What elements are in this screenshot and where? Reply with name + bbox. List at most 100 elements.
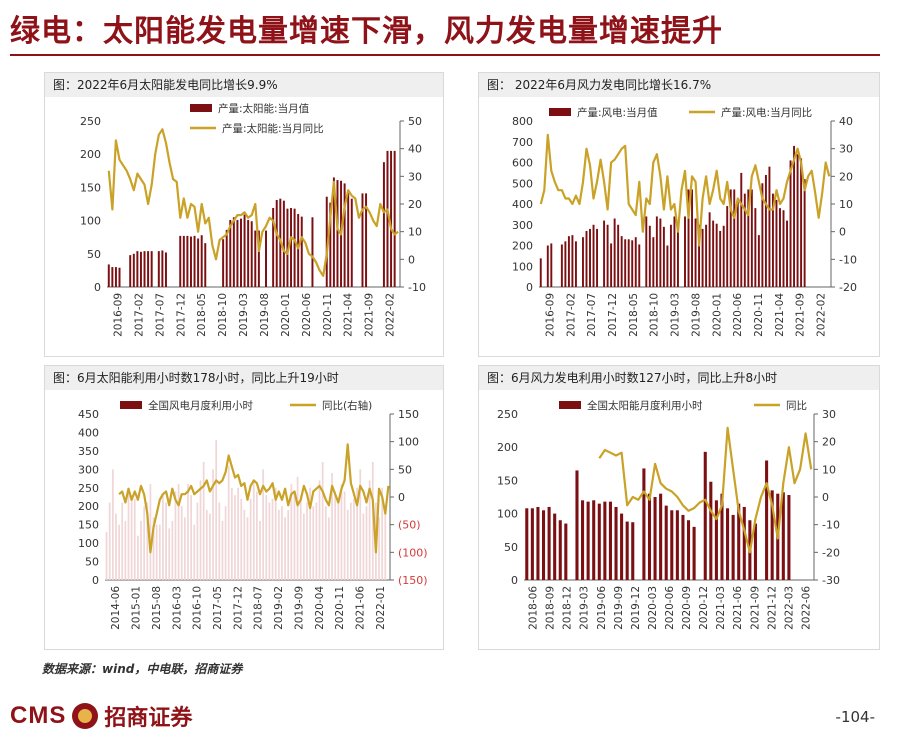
x-tick-group: 2018-12 (562, 586, 574, 630)
bar (230, 487, 233, 580)
left-tick-label: 100 (497, 508, 518, 521)
bar (687, 189, 690, 287)
x-tick-label: 2018-09 (545, 586, 557, 630)
bar (666, 245, 669, 287)
bar (190, 495, 192, 580)
bar (199, 480, 202, 580)
bar (129, 255, 132, 287)
x-tick-label: 2017-07 (586, 293, 598, 337)
bar (189, 236, 192, 287)
x-tick-label: 2017-07 (154, 293, 166, 337)
right-tick-label: 40 (408, 143, 422, 156)
left-tick-label: 250 (78, 482, 99, 495)
bar (293, 491, 296, 580)
bar (202, 461, 205, 580)
chart-title-solar-output: 图：2022年6月太阳能发电同比增长9.9% (45, 73, 443, 97)
bar (624, 239, 627, 287)
bar (300, 216, 303, 287)
company-logo: CMS 招商证券 (10, 700, 192, 732)
x-tick-group: 2018-10 (649, 293, 661, 337)
x-tick-label: 2019-08 (690, 293, 702, 337)
bar (287, 509, 290, 580)
bar (174, 491, 177, 580)
right-tick-label: 100 (398, 436, 419, 449)
bar (259, 520, 261, 580)
bar (761, 183, 764, 287)
x-tick-group: 2021-09 (364, 293, 376, 337)
bar (719, 230, 722, 287)
bar (550, 243, 553, 287)
bar (757, 235, 760, 288)
bar (664, 505, 668, 580)
x-tick-label: 2019-12 (630, 586, 642, 630)
x-tick-group: 2019-03 (579, 586, 591, 630)
bar (346, 509, 349, 580)
bar (161, 250, 164, 287)
x-tick-group: 2022-06 (801, 586, 813, 630)
x-tick-group: 2020-12 (698, 586, 710, 630)
bar (277, 509, 280, 580)
x-tick-group: 2019-09 (293, 586, 305, 630)
legend-bar-label: 全国风电月度利用小时 (148, 399, 253, 412)
legend-bar-swatch (559, 401, 581, 409)
x-tick-group: 2017-05 (212, 586, 224, 630)
bar (659, 493, 663, 580)
bar (371, 461, 374, 580)
left-tick-label: 100 (80, 215, 101, 228)
left-tick-label: 150 (78, 519, 99, 532)
bar (575, 470, 579, 580)
x-tick-label: 2020-11 (334, 586, 346, 630)
legend-line-label: 同比 (786, 399, 807, 412)
bar (336, 180, 339, 287)
x-tick-label: 2021-09 (749, 586, 761, 630)
x-tick-label: 2020-03 (647, 586, 659, 630)
x-tick-group: 2017-12 (607, 293, 619, 337)
bar (182, 235, 185, 287)
left-tick-label: 0 (92, 574, 99, 587)
title-rule (10, 54, 880, 56)
bar (525, 508, 529, 580)
bar (541, 510, 546, 580)
x-tick-group: 2016-03 (171, 586, 183, 630)
bar (686, 520, 691, 580)
bar (614, 506, 618, 580)
bar (152, 517, 155, 580)
left-tick-label: 800 (512, 115, 533, 128)
right-tick-label: -30 (822, 574, 840, 587)
left-tick-label: 100 (512, 260, 533, 273)
bar (124, 520, 127, 580)
x-tick-group: 2019-03 (238, 293, 250, 337)
bar (796, 154, 799, 287)
bar (350, 198, 353, 287)
bar (108, 502, 111, 580)
bar (146, 502, 149, 580)
bar (343, 183, 346, 287)
bar (653, 497, 657, 580)
bar (275, 200, 278, 287)
right-tick-label: 50 (408, 115, 422, 128)
bar (608, 501, 612, 580)
bar (743, 193, 746, 288)
right-tick-label: -20 (839, 281, 857, 294)
bar (722, 225, 725, 287)
bar (781, 492, 785, 580)
chart-panel-wind-hours: 图：6月风力发电利用小时数127小时，同比上升8小时 0 50 100 150 200 2… (478, 365, 880, 650)
bar (592, 224, 595, 287)
bar (127, 491, 130, 580)
right-tick-label: (50) (398, 519, 421, 532)
x-tick-label: 2019-03 (670, 293, 682, 337)
x-tick-group: 2021-09 (749, 586, 761, 630)
x-tick-label: 2018-05 (196, 293, 208, 337)
right-tick-label: 10 (408, 226, 422, 239)
right-tick-label: 20 (839, 170, 853, 183)
x-tick-group: 2022-01 (375, 586, 387, 630)
bar (768, 166, 771, 287)
page-title: 绿电：太阳能发电量增速下滑，风力发电量增速提升 (10, 14, 723, 49)
bar (726, 508, 730, 580)
bar (265, 495, 268, 580)
bar (236, 219, 239, 287)
bar (349, 502, 352, 580)
left-tick-label: 50 (85, 556, 99, 569)
bar (353, 498, 355, 580)
left-tick-label: 200 (512, 240, 533, 253)
